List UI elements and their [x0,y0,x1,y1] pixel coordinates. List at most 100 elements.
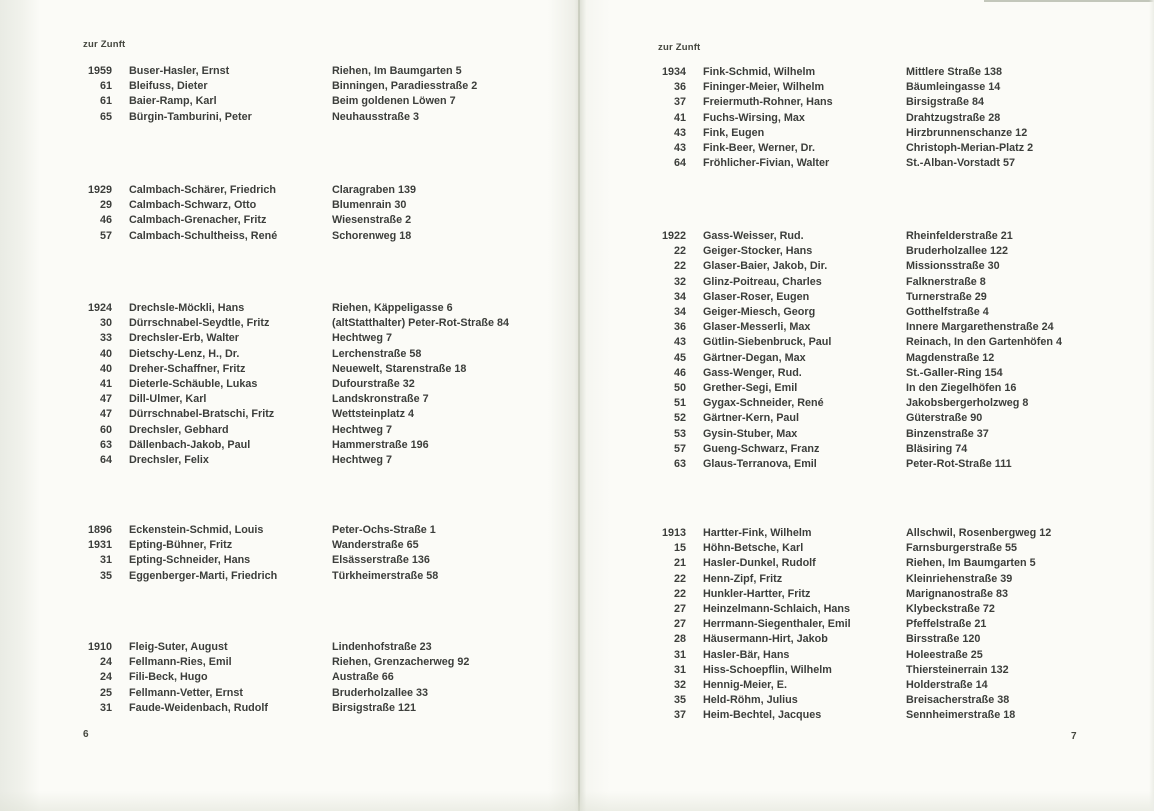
name-cell: Hunkler-Hartter, Fritz [703,587,811,600]
address-cell: Innere Margarethenstraße 24 [906,321,1054,334]
address-cell: Bäumleingasse 14 [906,81,1001,94]
address-cell: Neuewelt, Starenstraße 18 [332,362,467,375]
directory-row: 1924 Drechsle-Möckli, Hans Riehen, Käppeli… [66,301,566,316]
directory-row: 33 Drechsler-Erb, Walter Hechtweg 7 [66,331,566,346]
directory-row: 32 Glinz-Poitreau, Charles Falknerstraße 8 [640,275,1140,290]
year-cell: 63 [673,458,686,471]
directory-row: 1929 Calmbach-Schärer, Friedrich Claragrab… [66,183,566,198]
name-cell: Geiger-Stocker, Hans [703,245,813,258]
entry-group-f1: 1910 Fleig-Suter, August Lindenhofstraße 2… [66,640,566,716]
address-cell: Elsässerstraße 136 [332,554,430,567]
name-cell: Fellmann-Vetter, Ernst [129,686,243,699]
year-cell: 24 [99,671,112,684]
directory-row: 43 Fink-Beer, Werner, Dr. Christoph-Merian… [640,141,1140,156]
directory-row: 45 Gärtner-Degan, Max Magdenstraße 12 [640,351,1140,366]
name-cell: Calmbach-Schärer, Friedrich [129,184,277,196]
year-cell: 46 [673,366,686,379]
name-cell: Fili-Beck, Hugo [129,671,208,684]
year-cell: 1931 [87,539,112,552]
address-cell: Gotthelfstraße 4 [906,306,989,319]
name-cell: Gysin-Stuber, Max [703,427,798,440]
directory-row: 32 Hennig-Meier, E. Holderstraße 14 [640,678,1140,693]
address-cell: Austraße 66 [332,671,394,684]
directory-row: 31 Hiss-Schoepflin, Wilhelm Thiersteinerra… [640,663,1140,678]
directory-row: 60 Drechsler, Gebhard Hechtweg 7 [66,423,566,438]
directory-row: 34 Geiger-Miesch, Georg Gotthelfstraße 4 [640,305,1140,320]
left-page-edge-shadow [0,0,40,811]
year-cell: 41 [99,378,112,391]
name-cell: Höhn-Betsche, Karl [703,542,804,555]
right-page-edge-shadow [1149,0,1154,811]
directory-row: 15 Höhn-Betsche, Karl Farnsburgerstraße 55 [640,541,1140,556]
directory-row: 43 Fink, Eugen Hirzbrunnenschanze 12 [640,126,1140,141]
address-cell: St.-Galler-Ring 154 [906,366,1003,379]
address-cell: Rheinfelderstraße 21 [906,230,1013,242]
name-cell: Fink-Beer, Werner, Dr. [703,142,816,155]
year-cell: 50 [673,382,686,395]
address-cell: Hechtweg 7 [332,332,392,345]
directory-row: 1910 Fleig-Suter, August Lindenhofstraße 2… [66,640,566,655]
directory-row: 63 Glaus-Terranova, Emil Peter-Rot-Straße … [640,457,1140,472]
address-cell: Christoph-Merian-Platz 2 [906,142,1034,155]
year-cell: 37 [673,709,686,722]
directory-row: 35 Eggenberger-Marti, Friedrich Türkheimer… [66,569,566,584]
address-cell: Riehen, Käppeligasse 6 [332,302,453,314]
directory-row: 1913 Hartter-Fink, Wilhelm Allschwil, Rose… [640,526,1140,541]
directory-row: 57 Gueng-Schwarz, Franz Bläsiring 74 [640,442,1140,457]
year-cell: 33 [99,332,112,345]
address-cell: Bruderholzallee 122 [906,245,1009,258]
year-cell: 37 [673,96,686,109]
name-cell: Hartter-Fink, Wilhelm [703,527,812,539]
name-cell: Gueng-Schwarz, Franz [703,442,820,455]
directory-row: 41 Dieterle-Schäuble, Lukas Dufourstraße 3… [66,377,566,392]
year-cell: 40 [99,362,112,375]
address-cell: Riehen, Im Baumgarten 5 [906,557,1036,570]
entry-group-b: 1959 Buser-Hasler, Ernst Riehen, Im Baumga… [66,64,566,125]
year-cell: 34 [673,290,686,303]
directory-row: 1896 Eckenstein-Schmid, Louis Peter-Ochs-S… [66,523,566,538]
address-cell: Farnsburgerstraße 55 [906,542,1018,555]
name-cell: Bürgin-Tamburini, Peter [129,110,252,123]
directory-row: 41 Fuchs-Wirsing, Max Drahtzugstraße 28 [640,111,1140,126]
address-cell: Drahtzugstraße 28 [906,111,1001,124]
directory-row: 22 Geiger-Stocker, Hans Bruderholzallee 12… [640,244,1140,259]
year-cell: 47 [99,393,112,406]
name-cell: Fellmann-Ries, Emil [129,656,232,669]
directory-row: 21 Hasler-Dunkel, Rudolf Riehen, Im Baumga… [640,556,1140,571]
directory-row: 31 Epting-Schneider, Hans Elsässerstraße 1… [66,553,566,568]
name-cell: Fröhlicher-Fivian, Walter [703,157,830,170]
name-cell: Drechsler, Felix [129,454,209,467]
directory-row: 40 Dreher-Schaffner, Fritz Neuewelt, Stare… [66,362,566,377]
running-head-left: zur Zunft [83,39,126,50]
directory-row: 29 Calmbach-Schwarz, Otto Blumenrain 30 [66,198,566,213]
address-cell: Hirzbrunnenschanze 12 [906,126,1028,139]
year-cell: 43 [673,126,686,139]
name-cell: Fuchs-Wirsing, Max [703,111,805,124]
directory-row: 52 Gärtner-Kern, Paul Güterstraße 90 [640,411,1140,426]
top-right-page-edge [984,0,1154,2]
name-cell: Held-Röhm, Julius [703,694,798,707]
name-cell: Buser-Hasler, Ernst [129,65,230,77]
spread-gutter-line [578,0,580,811]
year-cell: 31 [673,663,686,676]
year-cell: 1924 [87,302,112,314]
directory-row: 47 Dürrschnabel-Bratschi, Fritz Wettsteinp… [66,407,566,422]
name-cell: Glaser-Baier, Jakob, Dir. [703,260,828,273]
address-cell: Mittlere Straße 138 [906,66,1003,78]
address-cell: Riehen, Im Baumgarten 5 [332,65,462,77]
name-cell: Drechsler, Gebhard [129,423,229,436]
address-cell: Breisacherstraße 38 [906,694,1010,707]
year-cell: 61 [99,95,112,108]
address-cell: Wanderstraße 65 [332,539,419,552]
directory-row: 46 Gass-Wenger, Rud. St.-Galler-Ring 154 [640,366,1140,381]
year-cell: 31 [673,648,686,661]
name-cell: Fink-Schmid, Wilhelm [703,66,816,78]
year-cell: 36 [673,321,686,334]
name-cell: Hasler-Bär, Hans [703,648,790,661]
year-cell: 35 [99,569,112,582]
directory-row: 35 Held-Röhm, Julius Breisacherstraße 38 [640,693,1140,708]
address-cell: Beim goldenen Löwen 7 [332,95,456,108]
name-cell: Gygax-Schneider, René [703,397,824,410]
name-cell: Epting-Schneider, Hans [129,554,251,567]
